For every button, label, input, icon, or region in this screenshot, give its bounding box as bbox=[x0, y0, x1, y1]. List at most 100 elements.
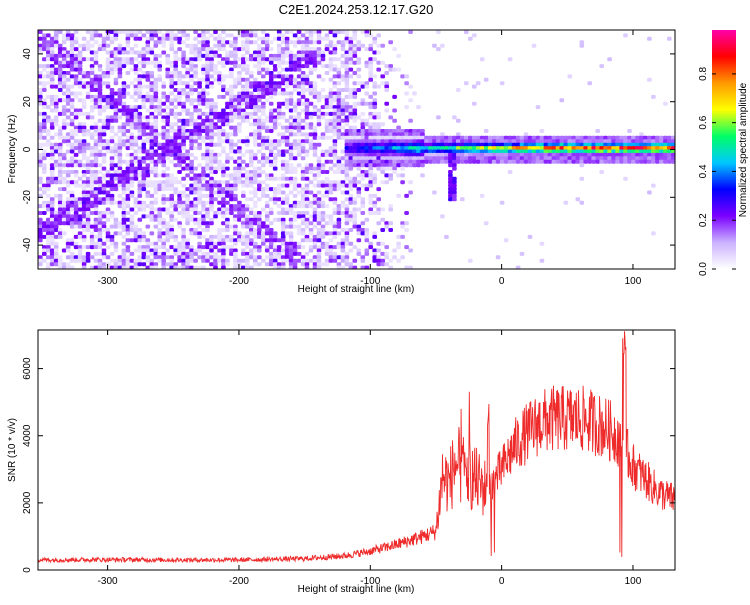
heatmap-cell bbox=[197, 255, 202, 260]
heatmap-cell bbox=[253, 156, 258, 161]
snr-series-line bbox=[38, 331, 675, 564]
heatmap-cell bbox=[579, 152, 585, 157]
heatmap-cell bbox=[316, 36, 322, 41]
heatmap-cell bbox=[296, 60, 302, 65]
heatmap-cell bbox=[245, 105, 250, 110]
heatmap-cell bbox=[209, 152, 214, 157]
heatmap-cell bbox=[177, 135, 182, 140]
heatmap-cell bbox=[352, 101, 358, 106]
heatmap-cell bbox=[81, 129, 87, 133]
heatmap-cell bbox=[336, 30, 342, 34]
heatmap-cell bbox=[213, 125, 218, 130]
heatmap-cell bbox=[296, 81, 302, 86]
heatmap-cell bbox=[225, 224, 230, 229]
heatmap-cell bbox=[177, 30, 182, 34]
heatmap-cell bbox=[117, 142, 123, 147]
heatmap-cell bbox=[388, 135, 393, 140]
heatmap-cell bbox=[380, 132, 385, 137]
heatmap-cell bbox=[157, 231, 162, 236]
heatmap-cell bbox=[237, 101, 242, 106]
heatmap-cell bbox=[420, 159, 425, 164]
heatmap-cell bbox=[332, 197, 338, 202]
heatmap-cell bbox=[404, 163, 409, 168]
heatmap-cell bbox=[197, 111, 202, 116]
heatmap-cell bbox=[316, 248, 322, 253]
heatmap-cell bbox=[42, 152, 47, 157]
heatmap-cell bbox=[328, 221, 334, 226]
heatmap-cell bbox=[97, 245, 103, 250]
heatmap-cell bbox=[288, 241, 294, 246]
heatmap-cell bbox=[579, 40, 585, 45]
heatmap-cell bbox=[133, 197, 139, 202]
heatmap-cell bbox=[320, 50, 326, 55]
heatmap-cell bbox=[308, 101, 314, 106]
heatmap-cell bbox=[563, 135, 569, 140]
heatmap-cell bbox=[396, 234, 401, 239]
heatmap-cell bbox=[189, 111, 194, 116]
heatmap-cell bbox=[376, 152, 381, 157]
heatmap-cell bbox=[233, 197, 238, 202]
heatmap-cell bbox=[663, 142, 668, 147]
heatmap-cell bbox=[69, 57, 75, 62]
heatmap-cell bbox=[284, 40, 290, 45]
heatmap-cell bbox=[507, 159, 513, 164]
heatmap-cell bbox=[221, 255, 226, 260]
heatmap-cell bbox=[237, 176, 242, 181]
heatmap-cell bbox=[221, 74, 226, 79]
heatmap-cell bbox=[316, 57, 322, 62]
heatmap-cell bbox=[344, 40, 350, 45]
heatmap-cell bbox=[348, 105, 354, 110]
heatmap-cell bbox=[133, 139, 139, 144]
heatmap-cell bbox=[225, 238, 230, 243]
heatmap-cell bbox=[384, 139, 389, 144]
heatmap-cell bbox=[169, 152, 174, 157]
heatmap-cell bbox=[332, 245, 338, 250]
heatmap-cell bbox=[264, 71, 270, 75]
heatmap-cell bbox=[53, 33, 59, 38]
heatmap-cell bbox=[368, 166, 373, 171]
heatmap-cell bbox=[264, 217, 270, 222]
heatmap-cell bbox=[312, 91, 318, 96]
heatmap-cell bbox=[157, 60, 162, 65]
heatmap-cell bbox=[352, 152, 358, 157]
heatmap-cell bbox=[189, 200, 194, 205]
heatmap-cell bbox=[332, 84, 338, 89]
heatmap-cell bbox=[89, 183, 95, 188]
heatmap-cell bbox=[296, 50, 302, 55]
heatmap-cell bbox=[129, 214, 135, 219]
heatmap-cell bbox=[348, 241, 354, 246]
heatmap-cell bbox=[324, 187, 330, 192]
heatmap-cell bbox=[249, 183, 254, 188]
heatmap-cell bbox=[268, 207, 274, 212]
heatmap-cell bbox=[268, 84, 274, 89]
heatmap-cell bbox=[133, 71, 139, 75]
heatmap-cell bbox=[261, 122, 266, 127]
heatmap-cell bbox=[559, 139, 565, 144]
heatmap-cell bbox=[117, 170, 123, 174]
heatmap-cell bbox=[93, 187, 99, 192]
heatmap-cell bbox=[284, 255, 290, 260]
heatmap-cell bbox=[519, 156, 525, 161]
heatmap-cell bbox=[213, 214, 218, 219]
heatmap-cell bbox=[233, 47, 238, 52]
heatmap-cell bbox=[304, 224, 310, 229]
heatmap-cell bbox=[647, 190, 652, 195]
heatmap-cell bbox=[225, 190, 230, 195]
heatmap-cell bbox=[280, 81, 286, 86]
heatmap-cell bbox=[177, 57, 182, 62]
snr-y-label: SNR (10 * v/v) bbox=[7, 418, 18, 482]
heatmap-cell bbox=[185, 163, 190, 168]
heatmap-cell bbox=[101, 142, 107, 147]
heatmap-cell bbox=[109, 156, 115, 161]
heatmap-cell bbox=[253, 258, 258, 263]
heatmap-cell bbox=[364, 183, 370, 188]
heatmap-cell bbox=[57, 187, 63, 192]
heatmap-cell bbox=[221, 190, 226, 195]
heatmap-cell bbox=[153, 94, 159, 99]
heatmap-cell bbox=[201, 251, 206, 256]
heatmap-cell bbox=[396, 245, 401, 250]
heatmap-cell bbox=[304, 170, 310, 174]
heatmap-cell bbox=[197, 108, 202, 113]
heatmap-cell bbox=[384, 132, 389, 137]
heatmap-cell bbox=[77, 224, 83, 229]
